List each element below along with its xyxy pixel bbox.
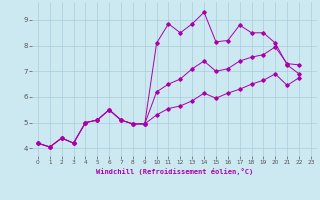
X-axis label: Windchill (Refroidissement éolien,°C): Windchill (Refroidissement éolien,°C)	[96, 168, 253, 175]
